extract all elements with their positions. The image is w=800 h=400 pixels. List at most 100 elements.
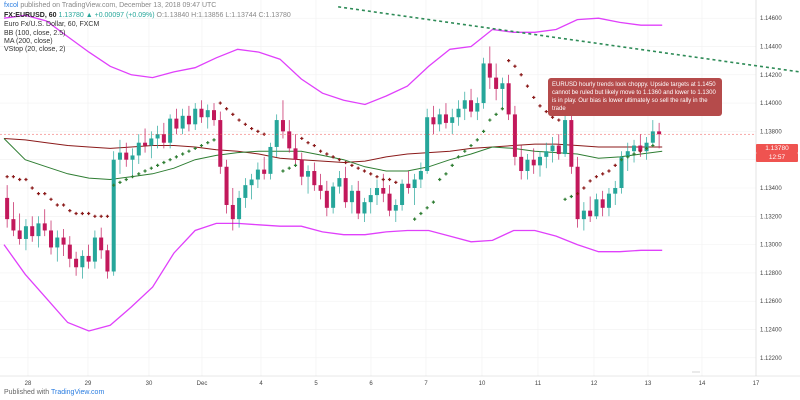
vstop-marker bbox=[362, 169, 367, 173]
vstop-marker bbox=[337, 158, 341, 162]
candle-body bbox=[606, 193, 611, 208]
candle-body bbox=[5, 197, 10, 220]
candle-body bbox=[481, 63, 486, 104]
vstop-marker bbox=[613, 163, 617, 167]
candle-body bbox=[306, 171, 311, 177]
candle-body bbox=[431, 117, 436, 125]
vstop-marker bbox=[644, 146, 649, 150]
candle-body bbox=[425, 117, 430, 172]
candle-body bbox=[475, 103, 480, 112]
vstop-marker bbox=[30, 186, 34, 190]
candle-body bbox=[149, 138, 154, 146]
y-tick-label: 1.13000 bbox=[760, 243, 782, 249]
candle-body bbox=[462, 100, 467, 109]
x-tick-label: 14 bbox=[699, 381, 706, 387]
candle-body bbox=[443, 114, 448, 123]
y-tick-label: 1.12800 bbox=[760, 271, 782, 277]
candle-body bbox=[469, 100, 474, 112]
candle-body bbox=[556, 145, 561, 155]
candle-body bbox=[356, 190, 361, 214]
candle-body bbox=[569, 120, 574, 167]
y-tick-label: 1.13800 bbox=[760, 129, 782, 135]
vstop-marker bbox=[550, 115, 555, 119]
vstop-marker bbox=[68, 209, 72, 213]
indicator-vstop-label[interactable]: VStop (20, close, 2) bbox=[4, 46, 66, 53]
candle-body bbox=[42, 223, 47, 231]
candle-body bbox=[387, 193, 392, 211]
candle-body bbox=[255, 169, 260, 180]
vstop-marker bbox=[137, 172, 141, 176]
vstop-marker bbox=[469, 143, 473, 148]
vstop-marker bbox=[18, 177, 22, 182]
y-tick-label: 1.14600 bbox=[760, 16, 782, 22]
candles bbox=[5, 46, 662, 279]
vstop-marker bbox=[287, 166, 291, 170]
vstop-marker bbox=[375, 175, 379, 179]
vstop-marker bbox=[199, 143, 204, 148]
symbol-line: FX:EURUSD, 60 1.13780 ▲ +0.00097 (+0.09%… bbox=[4, 11, 291, 20]
vstop-marker bbox=[431, 200, 436, 204]
indicator-lines bbox=[3, 6, 800, 332]
vstop-marker bbox=[350, 163, 354, 167]
vstop-marker bbox=[507, 59, 511, 63]
trendline bbox=[338, 6, 800, 73]
x-tick-label: 6 bbox=[369, 381, 373, 387]
candle-body bbox=[494, 77, 499, 89]
vstop-marker bbox=[444, 172, 448, 176]
vstop-marker bbox=[231, 112, 235, 116]
last-price-tag: 1.13780 bbox=[756, 144, 798, 153]
candle-body bbox=[111, 159, 116, 272]
vstop-marker bbox=[143, 169, 147, 173]
candle-body bbox=[506, 83, 511, 115]
candle-body bbox=[600, 199, 605, 208]
vstop-marker bbox=[325, 152, 329, 156]
vstop-marker bbox=[55, 203, 59, 207]
vstop-marker bbox=[594, 175, 599, 179]
candle-body bbox=[49, 230, 54, 248]
vstop-marker bbox=[155, 163, 160, 167]
vstop-marker bbox=[43, 192, 47, 196]
y-tick-label: 1.14200 bbox=[760, 73, 782, 79]
vstop-marker bbox=[576, 192, 580, 196]
vstop-marker bbox=[438, 177, 442, 182]
vstop-marker bbox=[193, 146, 197, 150]
candle-body bbox=[331, 186, 336, 208]
vstop-marker bbox=[130, 175, 135, 179]
candle-body bbox=[400, 183, 405, 205]
publisher-line: fxcol published on TradingView.com, Dece… bbox=[4, 1, 216, 10]
vstop-marker bbox=[475, 138, 479, 142]
tradingview-logo[interactable]: TradingView.com bbox=[50, 389, 105, 396]
candle-body bbox=[594, 199, 599, 217]
candle-body bbox=[337, 178, 342, 187]
vstop-marker bbox=[481, 129, 486, 133]
candle-body bbox=[280, 120, 285, 132]
indicator-bb-label[interactable]: BB (100, close, 2.5) bbox=[4, 30, 66, 37]
vstop-marker bbox=[488, 118, 492, 122]
vstop-marker bbox=[243, 122, 247, 126]
candle-body bbox=[74, 258, 79, 268]
vstop-marker bbox=[582, 186, 586, 190]
vstop-marker bbox=[293, 163, 298, 167]
y-tick-label: 1.12200 bbox=[760, 356, 782, 362]
candle-body bbox=[186, 115, 191, 125]
candle-body bbox=[619, 156, 624, 188]
y-tick-label: 1.12400 bbox=[760, 328, 782, 334]
indicator-ma-label[interactable]: MA (200, close) bbox=[4, 38, 53, 45]
vstop-marker bbox=[356, 166, 360, 170]
candle-body bbox=[368, 195, 373, 203]
chart-title: Euro Fx/U.S. Dollar, 60, FXCM bbox=[4, 21, 100, 28]
y-tick-label: 1.13400 bbox=[760, 186, 782, 192]
candle-body bbox=[293, 148, 298, 160]
candle-body bbox=[650, 131, 655, 143]
vstop-marker bbox=[87, 211, 91, 216]
candle-body bbox=[312, 171, 317, 186]
publisher-name[interactable]: fxcol bbox=[4, 2, 19, 9]
candle-body bbox=[487, 63, 492, 78]
candle-body bbox=[362, 202, 367, 214]
vstop-marker bbox=[212, 138, 216, 142]
vstop-marker bbox=[632, 152, 636, 156]
x-tick-label: 29 bbox=[85, 381, 92, 387]
candle-body bbox=[299, 159, 304, 177]
analysis-note[interactable]: EURUSD hourly trends look choppy. Upside… bbox=[548, 78, 722, 116]
